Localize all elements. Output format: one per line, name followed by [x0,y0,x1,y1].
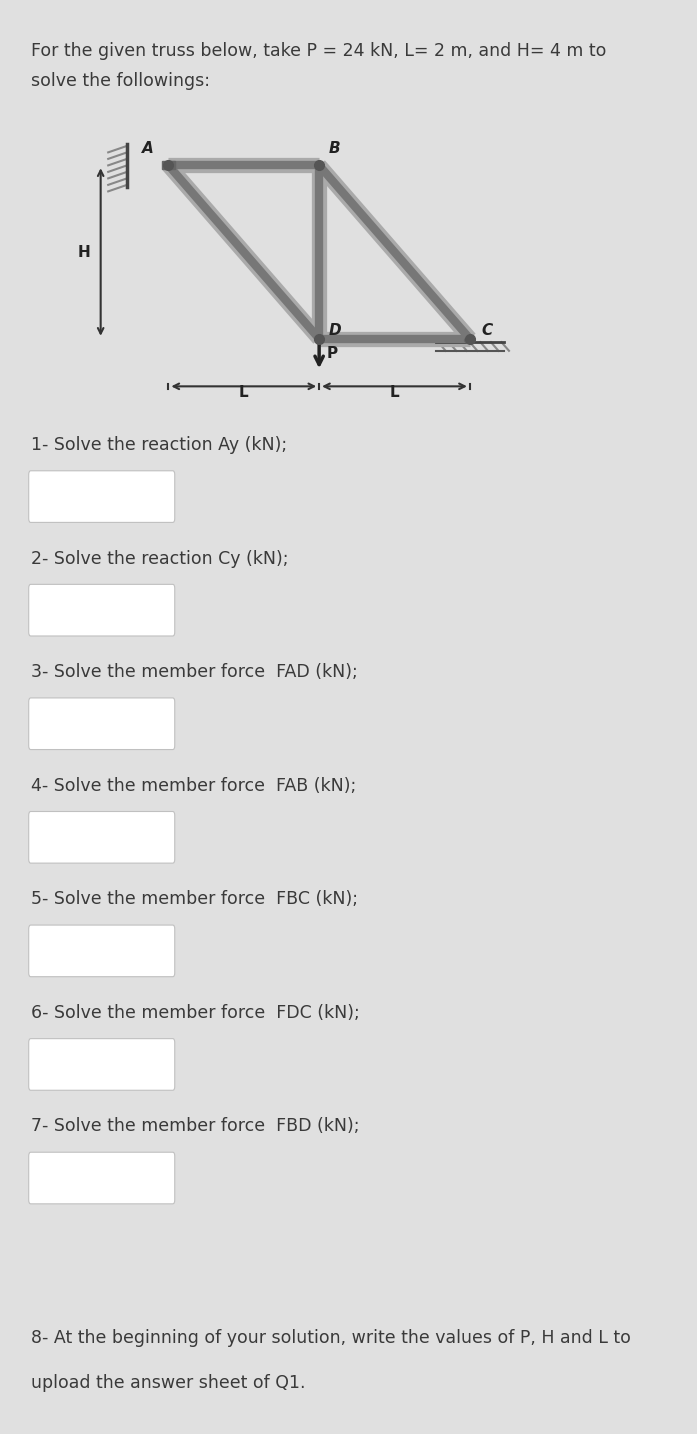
Text: P: P [327,346,338,361]
Text: H: H [78,245,91,260]
Text: 3- Solve the member force  FAD (kN);: 3- Solve the member force FAD (kN); [31,663,358,681]
Text: 1- Solve the reaction Ay (kN);: 1- Solve the reaction Ay (kN); [31,436,287,455]
Text: 6- Solve the member force  FDC (kN);: 6- Solve the member force FDC (kN); [31,1004,360,1022]
FancyBboxPatch shape [29,1038,175,1090]
Text: L: L [239,386,249,400]
Text: solve the followings:: solve the followings: [31,72,210,90]
Text: L: L [390,386,399,400]
Text: D: D [328,323,341,338]
Text: 5- Solve the member force  FBC (kN);: 5- Solve the member force FBC (kN); [31,891,358,908]
FancyBboxPatch shape [29,925,175,977]
FancyBboxPatch shape [29,470,175,522]
FancyBboxPatch shape [29,585,175,637]
Text: B: B [328,141,340,156]
Bar [162,162,175,169]
Text: 4- Solve the member force  FAB (kN);: 4- Solve the member force FAB (kN); [31,777,356,794]
Text: For the given truss below, take P = 24 kN, L= 2 m, and H= 4 m to: For the given truss below, take P = 24 k… [31,43,606,60]
Text: 7- Solve the member force  FBD (kN);: 7- Solve the member force FBD (kN); [31,1117,359,1136]
Circle shape [464,337,475,344]
FancyBboxPatch shape [29,812,175,863]
Text: 2- Solve the reaction Cy (kN);: 2- Solve the reaction Cy (kN); [31,549,289,568]
Text: C: C [481,323,492,338]
Text: 8- At the beginning of your solution, write the values of P, H and L to: 8- At the beginning of your solution, wr… [31,1329,631,1348]
FancyBboxPatch shape [29,1153,175,1205]
Text: A: A [142,141,154,156]
Text: upload the answer sheet of Q1.: upload the answer sheet of Q1. [31,1374,305,1392]
FancyBboxPatch shape [29,698,175,750]
